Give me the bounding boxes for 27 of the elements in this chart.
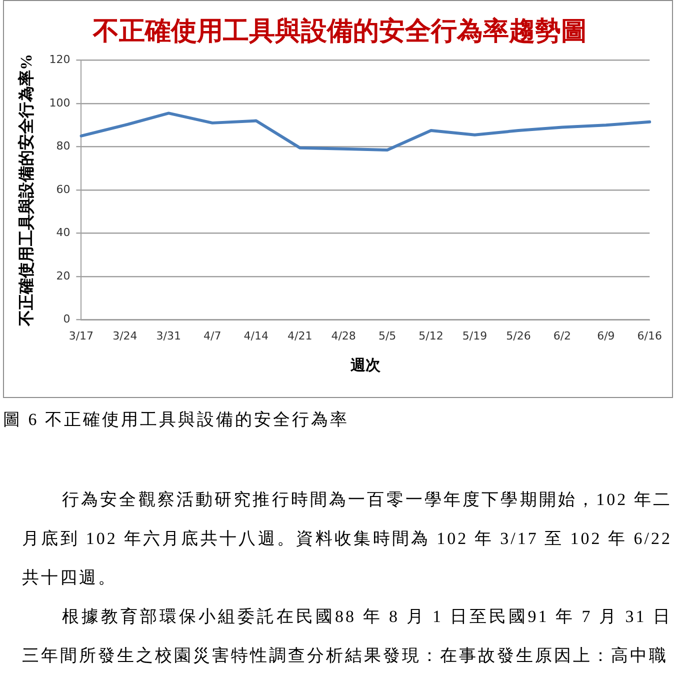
- y-tick-label: 60: [56, 182, 70, 196]
- x-tick-label: 5/26: [506, 329, 531, 342]
- x-tick-label: 3/31: [156, 329, 181, 342]
- x-axis-title: 週次: [349, 356, 382, 374]
- y-tick-label: 120: [49, 53, 70, 66]
- y-tick-label: 100: [49, 96, 70, 110]
- text: 行為安全觀察活動研究推行時間為一百零一學年度下學期開始，102 年二月底到 102 年六月底共十八週。資料收集時間為 102 年 3/17 至 102 年 6/22 共十四週。: [22, 489, 672, 589]
- y-tick-label: 0: [63, 312, 70, 326]
- y-axis-title: 不正確使用工具與設備的安全行為率%: [16, 54, 36, 327]
- text: 根據教育部環保小組委託在民國88 年 8 月 1 日至民國91 年 7 月 31 日三年間所發生之校園災害特性調查分析結果發現：在事故發生原因上：高中職: [22, 606, 672, 667]
- x-tick-label: 4/14: [244, 329, 268, 342]
- y-tick-label: 20: [56, 269, 70, 282]
- x-tick-label: 6/2: [553, 329, 572, 342]
- x-tick-label: 6/9: [597, 329, 615, 342]
- x-tick-label: 5/5: [378, 329, 396, 342]
- y-tick-label: 80: [56, 140, 70, 153]
- x-tick-label: 4/28: [331, 329, 356, 342]
- x-tick-label: 4/21: [287, 329, 312, 342]
- y-tick-label: 40: [56, 226, 70, 240]
- chart-title: 不正確使用工具與設備的安全行為率趨勢圖: [92, 16, 587, 46]
- x-tick-label: 6/16: [637, 329, 662, 342]
- x-tick-label: 3/17: [68, 329, 94, 342]
- x-tick-label: 4/7: [204, 329, 222, 342]
- x-tick-label: 5/19: [462, 329, 488, 342]
- x-tick-label: 3/24: [112, 329, 138, 342]
- caption: 圖 6 不正確使用工具與設備的安全行為率: [3, 409, 350, 431]
- x-tick-label: 5/12: [418, 329, 444, 342]
